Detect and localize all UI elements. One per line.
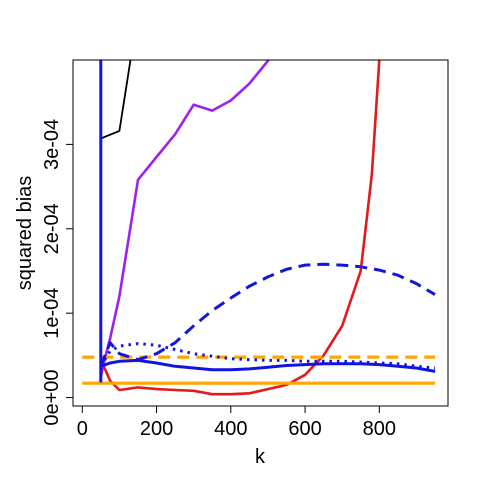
y-axis-label: squared bias: [14, 176, 36, 291]
y-tick-label: 1e-04: [41, 288, 63, 339]
y-axis: 0e+00 1e-04 2e-04 3e-04: [41, 119, 74, 426]
x-tick-label: 200: [140, 418, 173, 440]
series-layer: [82, 60, 436, 396]
x-axis-label: k: [255, 446, 266, 468]
y-tick-label: 2e-04: [41, 203, 63, 254]
series-line-7: [100, 358, 436, 373]
x-axis: 0 200 400 600 800: [77, 405, 396, 440]
x-tick-label: 600: [288, 418, 321, 440]
series-line-2: [99, 60, 271, 377]
y-tick-label: 0e+00: [41, 370, 63, 426]
series-line-1: [99, 60, 132, 140]
x-tick-label: 800: [363, 418, 396, 440]
series-line-9: [99, 342, 436, 370]
series-line-3: [99, 60, 381, 396]
x-tick-label: 400: [214, 418, 247, 440]
series-line-8: [99, 262, 436, 367]
x-tick-label: 0: [77, 418, 88, 440]
y-tick-label: 3e-04: [41, 119, 63, 170]
